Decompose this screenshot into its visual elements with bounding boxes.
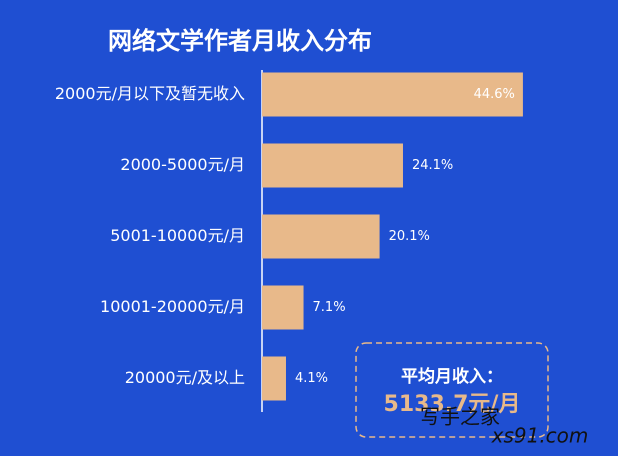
bar — [262, 285, 304, 330]
bar — [262, 214, 380, 259]
chart-title: 网络文学作者月收入分布 — [108, 27, 372, 55]
bar — [262, 143, 403, 188]
bar — [262, 72, 523, 117]
category-label: 10001-20000元/月 — [100, 297, 245, 316]
annotation-value: 5133.7元/月 — [384, 392, 521, 417]
category-label: 2000-5000元/月 — [120, 155, 245, 174]
watermark: xs91.com — [491, 424, 589, 448]
value-label: 44.6% — [474, 87, 515, 102]
value-label: 4.1% — [295, 371, 328, 386]
annotation-box — [355, 342, 549, 438]
bar — [262, 356, 286, 401]
category-label: 20000元/及以上 — [125, 368, 245, 387]
value-label: 20.1% — [389, 229, 430, 244]
watermark: 写手之家 — [420, 405, 500, 429]
value-label: 7.1% — [313, 300, 346, 315]
category-label: 2000元/月以下及暂无收入 — [55, 84, 245, 103]
annotation-label: 平均月收入： — [401, 366, 503, 387]
category-label: 5001-10000元/月 — [110, 226, 245, 245]
value-label: 24.1% — [412, 158, 453, 173]
